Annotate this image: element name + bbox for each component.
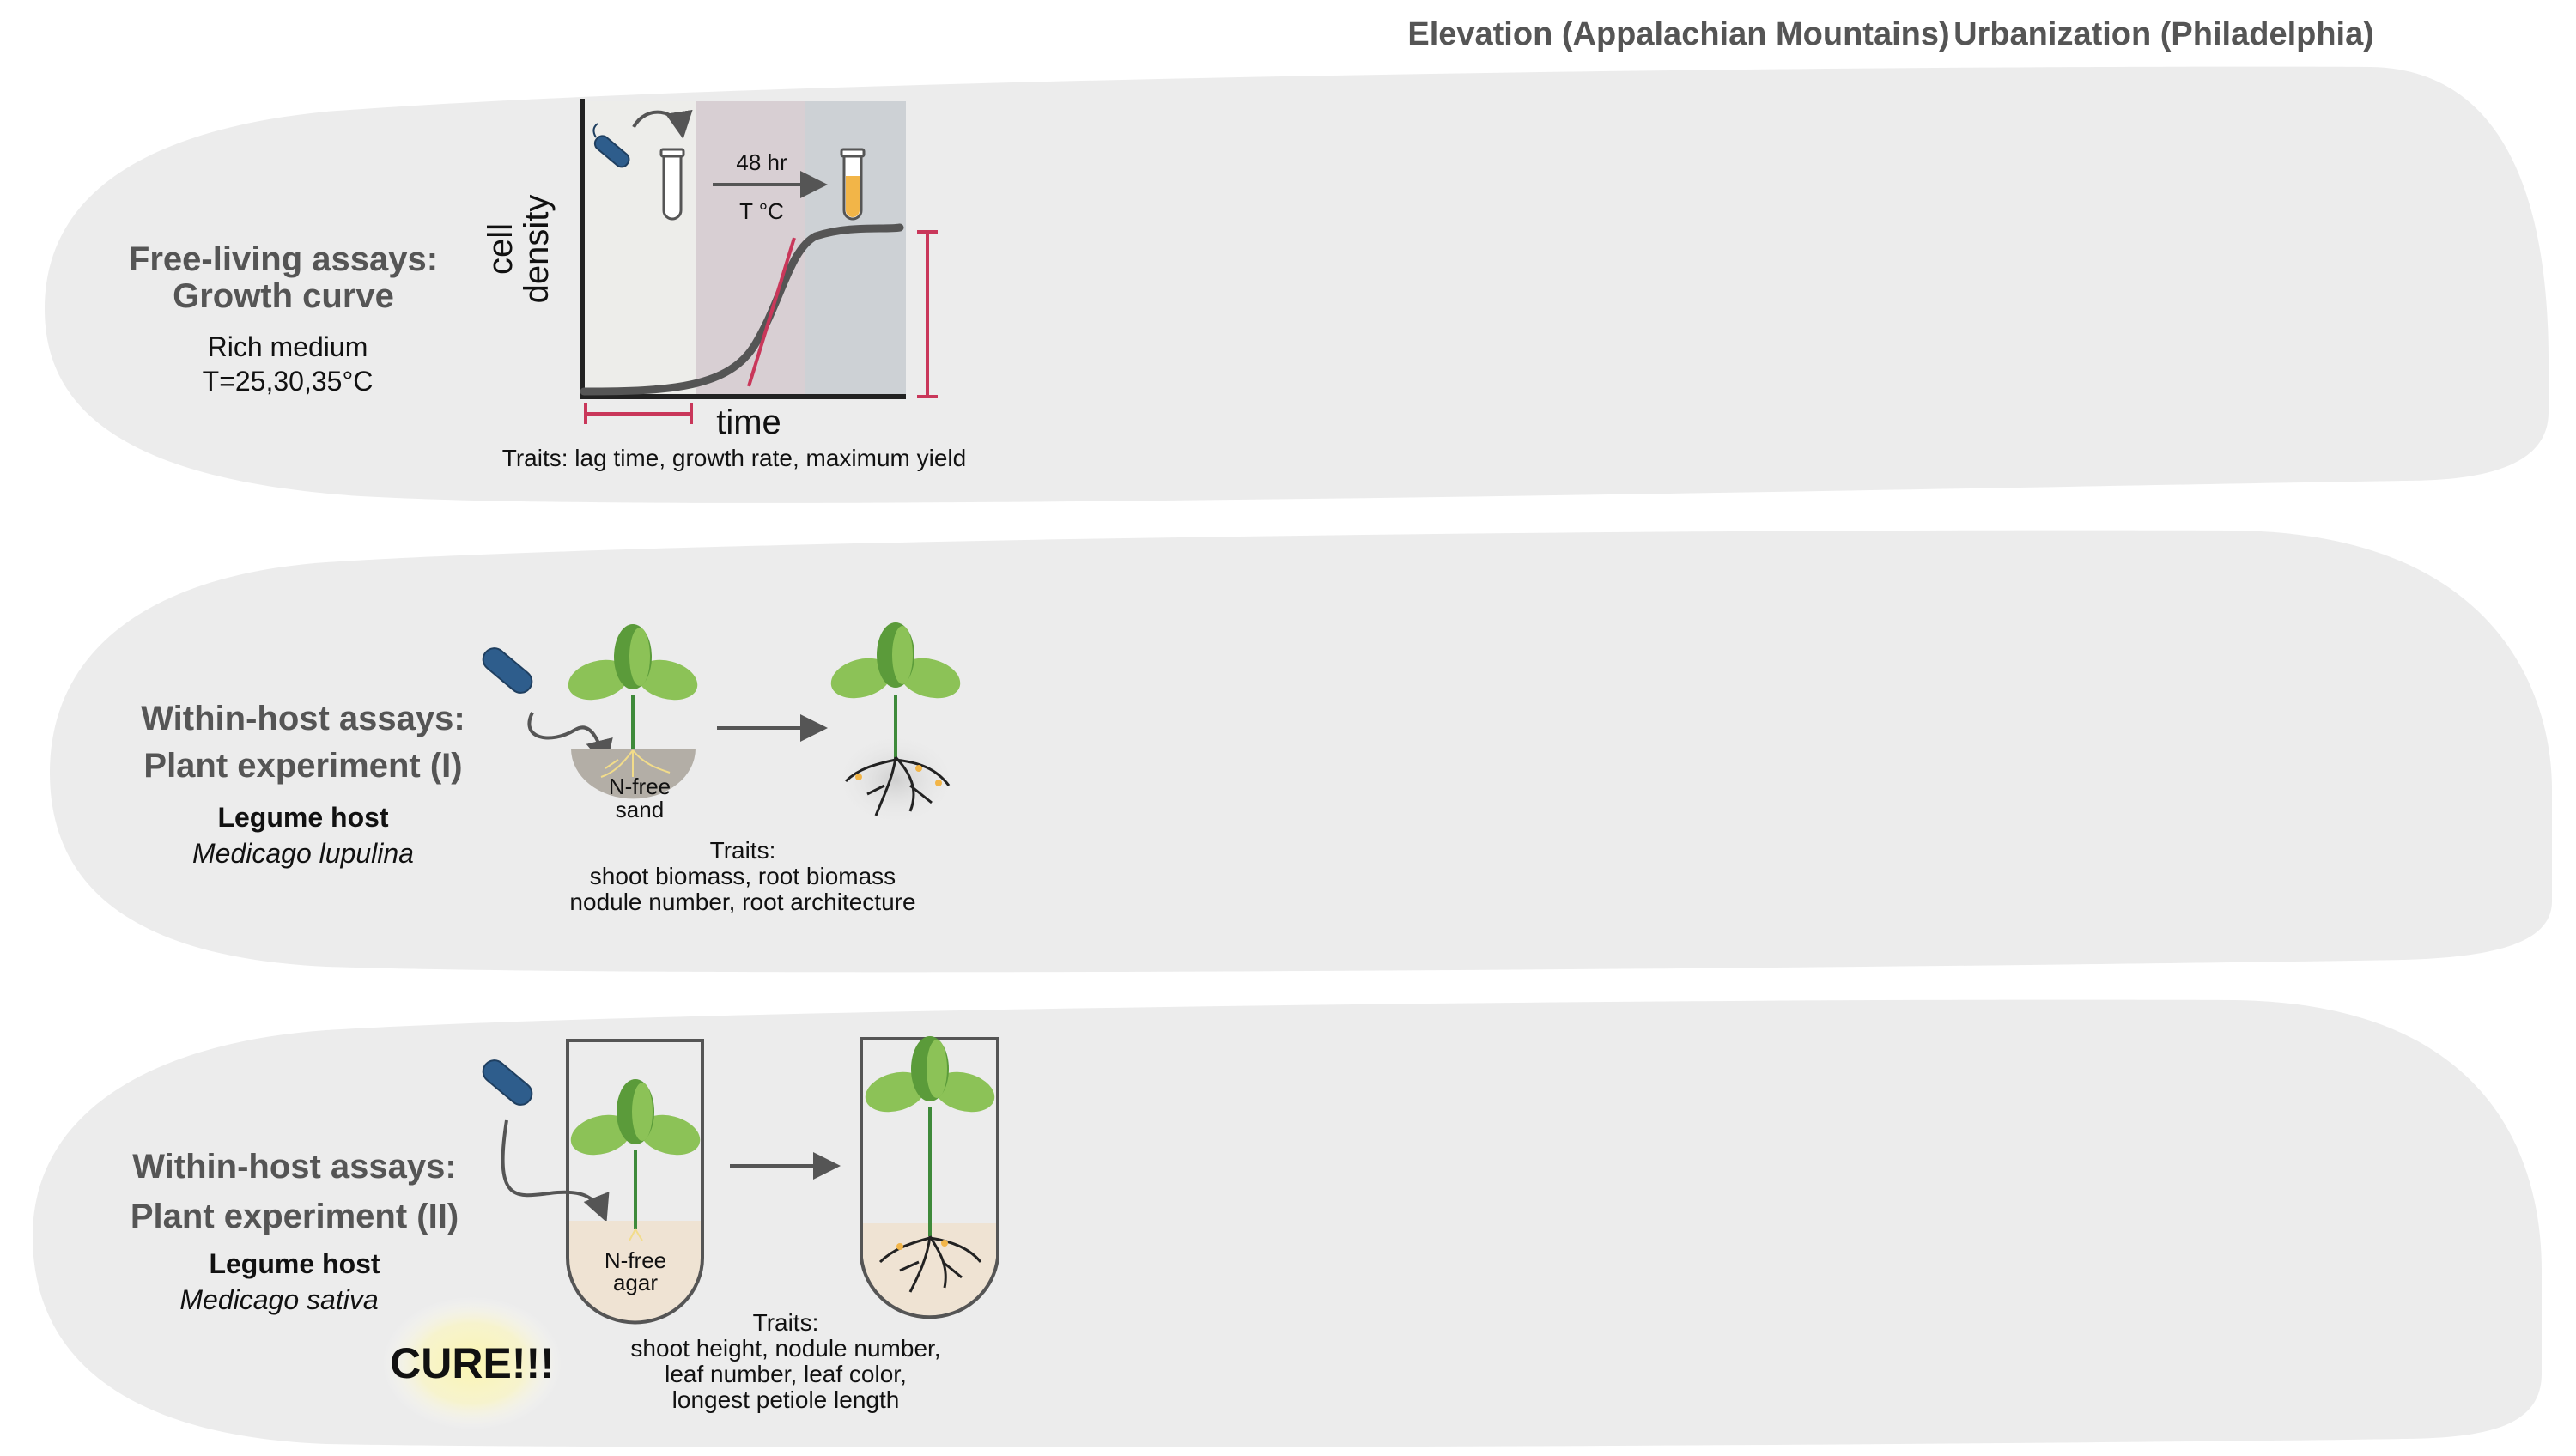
row1-medium: Rich medium (208, 331, 368, 362)
row3-substrate-line2: agar (613, 1270, 658, 1295)
header-urbanization: Urbanization (Philadelphia) (1953, 16, 2374, 52)
row2-substrate-line1: N-free (609, 774, 671, 799)
header-elevation: Elevation (Appalachian Mountains) (1407, 16, 1949, 52)
row2-title-line1: Within-host assays: (141, 700, 465, 737)
row3-substrate-line1: N-free (605, 1247, 666, 1273)
row3-traits-line1: Traits: (753, 1309, 819, 1336)
row2-panel (50, 530, 2552, 973)
row3-inoculation-graphic: N-free agar (482, 1036, 999, 1325)
row1-title-line2: Growth curve (173, 277, 394, 315)
incubation-temp: T °C (739, 198, 784, 224)
grown-plant-icon (865, 1036, 995, 1236)
row3-traits-line2: shoot height, nodule number, (630, 1335, 940, 1362)
inoculate-arrow (527, 712, 613, 767)
row1-title-line1: Free-living assays: (129, 240, 438, 278)
bacterium-icon (482, 647, 533, 694)
row2-title-line2: Plant experiment (I) (143, 747, 462, 785)
row3-title-line1: Within-host assays: (132, 1148, 456, 1186)
culture-tube-icon (840, 148, 866, 221)
row3-traits-line4: longest petiole length (672, 1386, 900, 1413)
row1-traits: Traits: lag time, growth rate, maximum y… (502, 445, 966, 471)
agar-tube-1 (566, 1039, 704, 1325)
row3-panel (33, 999, 2542, 1448)
grown-plant-icon (830, 622, 961, 760)
row3-host-label: Legume host (209, 1248, 380, 1279)
seedling-plant-icon (570, 1079, 701, 1241)
x-axis-label: time (716, 403, 781, 441)
cure-badge: CURE!!! (390, 1339, 555, 1387)
row3-host-species: Medicago sativa (179, 1284, 378, 1315)
row2-traits-line3: nodule number, root architecture (569, 889, 915, 915)
cure-badge-glow (382, 1296, 562, 1430)
row2-traits-line1: Traits: (710, 837, 776, 864)
row2-host-label: Legume host (217, 802, 388, 833)
row2-host-species: Medicago lupulina (192, 838, 414, 869)
stationary-phase-band (805, 101, 906, 397)
row3-title-line2: Plant experiment (II) (131, 1198, 459, 1235)
root-system-icon (844, 755, 951, 816)
seedling-plant-icon (568, 624, 698, 771)
empty-tube-icon (659, 148, 685, 221)
incubation-time: 48 hr (736, 149, 787, 175)
inoculate-arrow (501, 1119, 610, 1222)
growth-rate-slope (747, 237, 796, 387)
y-axis-label-line1: cell (482, 223, 519, 275)
root-system-icon (878, 1235, 982, 1293)
bacterium-icon (592, 123, 630, 168)
row2-substrate-line2: sand (616, 797, 664, 822)
row1-panel (45, 66, 2549, 503)
growth-curve-graphic: 48 hr T °C cell density time (482, 99, 938, 441)
row1-temps: T=25,30,35°C (203, 366, 374, 397)
root-shade (834, 732, 957, 827)
inoculate-arrow (632, 109, 693, 139)
bacterium-icon (482, 1059, 533, 1106)
row3-traits-line3: leaf number, leaf color, (665, 1361, 907, 1387)
y-axis-label-line2: density (518, 195, 556, 304)
row2-traits-line2: shoot biomass, root biomass (590, 863, 896, 889)
row2-inoculation-graphic: N-free sand (482, 622, 961, 827)
